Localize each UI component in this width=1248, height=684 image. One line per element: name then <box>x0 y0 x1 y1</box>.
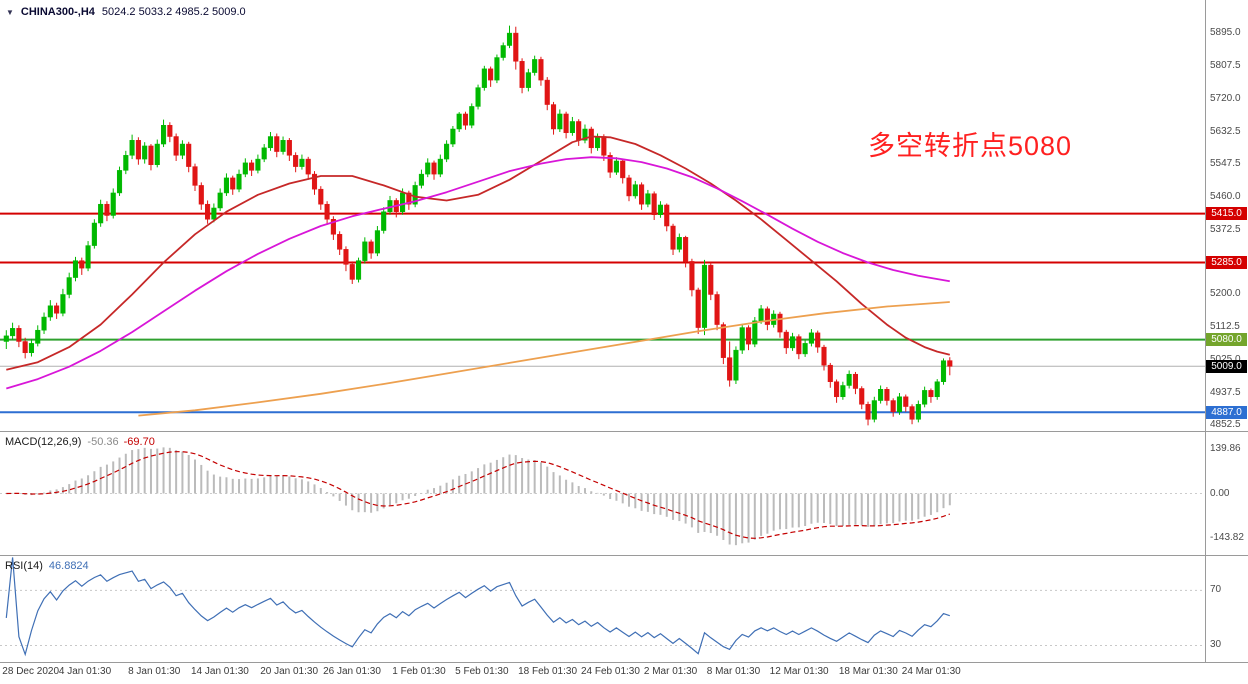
macd-main-value: -50.36 <box>87 436 119 448</box>
price-line-badge: 4887.0 <box>1206 405 1247 419</box>
price-axis-tick: 5372.5 <box>1210 223 1241 235</box>
panel-borders <box>0 0 1248 663</box>
symbol-timeframe-label: CHINA300-,H4 <box>20 6 95 18</box>
time-axis-tick: 24 Feb 01:30 <box>580 666 640 677</box>
macd-layer <box>0 447 1205 546</box>
time-axis-tick: 14 Jan 01:30 <box>191 666 249 677</box>
time-axis-tick: 28 Dec 2020 <box>2 666 60 677</box>
rsi-layer <box>0 557 1205 657</box>
time-axis-tick: 24 Mar 01:30 <box>901 666 961 677</box>
ma-slow-orange <box>138 301 950 417</box>
price-axis-tick: 4852.5 <box>1210 419 1241 431</box>
time-axis-tick: 5 Feb 01:30 <box>455 666 509 677</box>
time-axis-tick: 26 Jan 01:30 <box>323 666 381 677</box>
time-axis-tick: 18 Feb 01:30 <box>518 666 578 677</box>
macd-level-label: -143.82 <box>1210 531 1244 543</box>
time-axis-tick: 8 Jan 01:30 <box>128 666 181 677</box>
time-axis-tick: 1 Feb 01:30 <box>392 666 446 677</box>
ma-fast-red <box>6 135 951 371</box>
rsi-label: RSI(14) <box>5 560 43 572</box>
chart-title: ▼ CHINA300-,H4 5024.2 5033.2 4985.2 5009… <box>6 6 246 18</box>
macd-signal-value: -69.70 <box>123 436 155 448</box>
macd-level-label: 0.00 <box>1210 487 1230 499</box>
macd-label: MACD(12,26,9) <box>5 436 82 448</box>
price-axis-tick: 5807.5 <box>1210 60 1241 71</box>
time-axis-tick: 4 Jan 01:30 <box>58 666 112 677</box>
rsi-level-label: 30 <box>1210 639 1222 651</box>
price-axis-tick: 5720.0 <box>1210 92 1241 104</box>
pivot-annotation: 多空转折点5080 <box>868 131 1073 161</box>
price-line-badge: 5285.0 <box>1206 256 1247 269</box>
ma-medium-magenta <box>6 156 950 390</box>
price-axis-tick: 5112.5 <box>1210 321 1240 333</box>
price-axis-tick: 5547.5 <box>1210 157 1241 169</box>
rsi-indicator-header: RSI(14) 46.8824 <box>5 560 89 572</box>
price-axis-tick: 5895.0 <box>1210 27 1241 39</box>
rsi-value: 46.8824 <box>48 560 89 572</box>
candles-layer <box>3 25 953 426</box>
rsi-level-label: 70 <box>1210 584 1222 596</box>
moving-averages-layer <box>6 135 951 417</box>
ohlc-values: 5024.2 5033.2 4985.2 5009.0 <box>101 6 246 18</box>
macd-indicator-header: MACD(12,26,9) -50.36 -69.70 <box>5 436 155 448</box>
price-axis-tick: 5200.0 <box>1210 288 1241 300</box>
price-line-badge: 5415.0 <box>1206 207 1247 221</box>
time-axis-tick: 12 Mar 01:30 <box>769 666 829 677</box>
price-lines-layer <box>0 212 1205 414</box>
price-axis-tick: 4937.5 <box>1210 387 1241 399</box>
macd-level-label: 139.86 <box>1210 443 1241 455</box>
time-axis-tick: 2 Mar 01:30 <box>643 666 698 677</box>
time-axis-tick: 18 Mar 01:30 <box>838 666 898 677</box>
symbol-marker-icon: ▼ <box>6 7 14 17</box>
time-axis-tick: 20 Jan 01:30 <box>260 666 319 677</box>
price-axis-tick: 5025.0 <box>1210 355 1241 365</box>
price-axis-tick: 5632.5 <box>1210 125 1241 137</box>
current-price-badge: 5009.0 <box>1206 359 1247 373</box>
price-line-badge: 5080.0 <box>1206 333 1247 347</box>
price-axis-tick: 5460.0 <box>1210 190 1241 202</box>
time-axis-tick: 8 Mar 01:30 <box>706 666 761 677</box>
